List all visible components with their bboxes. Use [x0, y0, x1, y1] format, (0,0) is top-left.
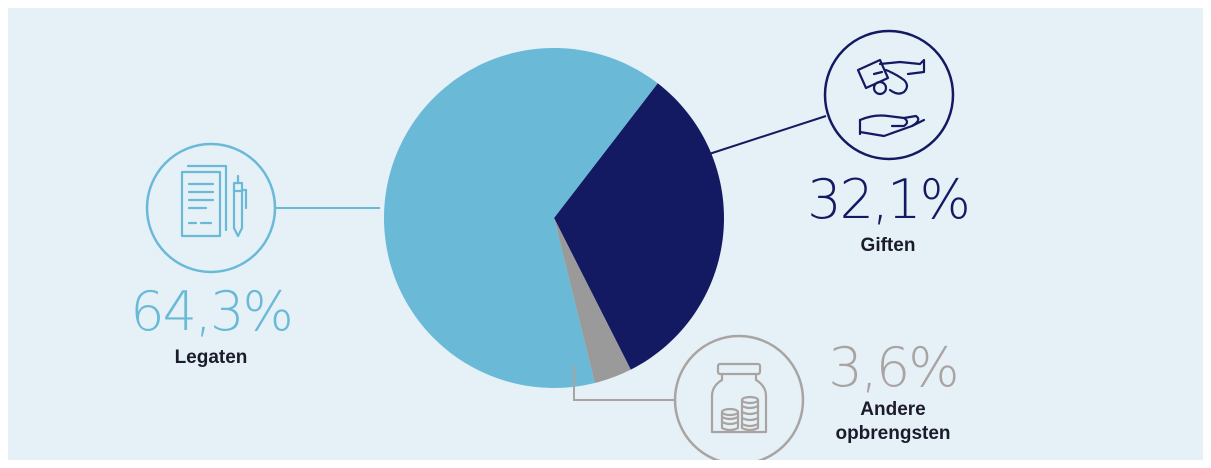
giften-label: Giften: [860, 235, 916, 256]
pie-chart: [145, 29, 955, 460]
andere-label-line2: opbrengsten: [835, 423, 951, 444]
legaten-label: Legaten: [174, 347, 248, 368]
pie-slice-andere-opbrengsten: [554, 218, 631, 384]
hand-giving-money-icon: [823, 29, 955, 161]
pie-slices: [384, 47, 724, 388]
chart-panel: 64,3% Legaten 32,1% Giften 3,6% Andere o…: [8, 8, 1203, 460]
andere-percentage: 3,6%: [828, 336, 959, 399]
coin-jar-icon: [673, 334, 805, 460]
andere-leader-line: [573, 366, 676, 401]
document-pen-icon: [145, 142, 277, 274]
andere-label-line1: Andere: [860, 399, 926, 420]
pie-slice-giften: [554, 83, 724, 370]
legaten-percentage: 64,3%: [130, 280, 294, 343]
giften-leader-line: [702, 115, 827, 157]
pie-slice-legaten: [384, 47, 658, 388]
giften-percentage: 32,1%: [807, 168, 971, 231]
